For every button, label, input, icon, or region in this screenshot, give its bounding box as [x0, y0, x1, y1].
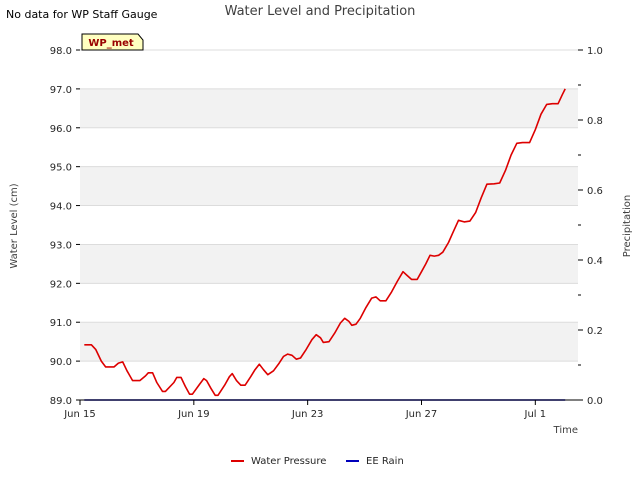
left-tick-label: 93.0	[50, 240, 72, 251]
right-tick-label: 0.6	[587, 186, 603, 197]
grid-band	[80, 127, 578, 167]
left-tick-label: 94.0	[50, 202, 72, 213]
left-tick-label: 95.0	[50, 163, 72, 174]
grid-band	[80, 166, 578, 206]
station-label: WP_met	[88, 38, 134, 49]
grid-band	[80, 283, 578, 323]
left-tick-label: 96.0	[50, 124, 72, 135]
grid-band	[80, 50, 578, 89]
legend-label-ee-rain: EE Rain	[366, 456, 404, 467]
right-tick-label: 1.0	[587, 46, 603, 57]
left-tick-label: 98.0	[50, 46, 72, 57]
x-tick-label: Jun 19	[177, 409, 210, 420]
station-label-box: WP_met	[81, 33, 144, 51]
y-axis-label-left: Water Level (cm)	[9, 183, 20, 268]
x-tick-label: Jun 23	[291, 409, 324, 420]
right-axis-ticks: 0.0 0.2 0.4 0.6 0.8 1.0	[578, 46, 603, 407]
right-tick-label: 0.4	[587, 256, 603, 267]
x-tick-label: Jun 27	[405, 409, 438, 420]
left-tick-label: 91.0	[50, 318, 72, 329]
grid-band	[80, 361, 578, 400]
right-tick-label: 0.8	[587, 116, 603, 127]
x-tick-label: Jul 1	[524, 409, 547, 420]
series-line-water-pressure	[84, 88, 566, 397]
left-tick-label: 90.0	[50, 357, 72, 368]
left-tick-label: 89.0	[50, 396, 72, 407]
no-data-note: No data for WP Staff Gauge	[6, 8, 158, 21]
chart-title: Water Level and Precipitation	[224, 4, 416, 19]
grid-band	[80, 88, 578, 128]
x-axis-label: Time	[553, 425, 578, 436]
background-bands	[80, 50, 578, 400]
grid-band	[80, 205, 578, 245]
grid-band	[80, 244, 578, 284]
x-axis-ticks: Jun 15 Jun 19 Jun 23 Jun 27 Jul 1	[63, 400, 546, 420]
x-tick-label: Jun 15	[63, 409, 96, 420]
legend: Water Pressure EE Rain	[231, 456, 404, 467]
right-tick-label: 0.2	[587, 326, 603, 337]
y-axis-label-right: Precipitation	[622, 195, 633, 258]
left-axis-ticks: 89.0 90.0 91.0 92.0 93.0 94.0 95.0 96.0 97.0 98.0	[50, 46, 80, 407]
grid-lines	[80, 49, 578, 401]
left-tick-label: 92.0	[50, 279, 72, 290]
right-tick-label: 0.0	[587, 396, 603, 407]
left-tick-label: 97.0	[50, 85, 72, 96]
legend-label-water-pressure: Water Pressure	[251, 456, 326, 467]
